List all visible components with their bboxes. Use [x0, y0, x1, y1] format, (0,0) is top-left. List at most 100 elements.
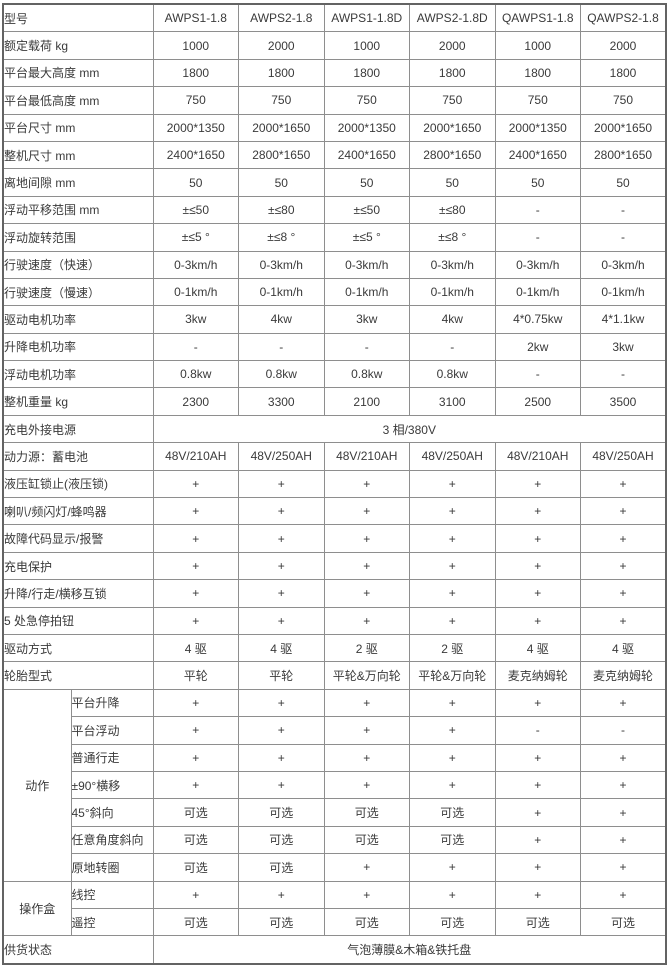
table-row: 升降/行走/横移互锁 + + + + + + [2, 579, 667, 608]
spec-value: 0-1km/h [323, 277, 411, 307]
table-row: 整机重量 kg 2300 3300 2100 3100 2500 3500 [2, 387, 667, 416]
spec-value: 2000 [580, 31, 667, 60]
spec-value: - [494, 195, 582, 225]
model-header: QAWPS1-1.8 [494, 3, 582, 33]
spec-label: 整机重量 kg [2, 387, 154, 416]
table-row: 动作 平台升降 + + + + + + [2, 688, 667, 882]
spec-value: ±≤8 ° [409, 223, 496, 252]
spec-value: 2000*1350 [494, 113, 582, 142]
spec-label: 额定载荷 kg [2, 31, 154, 60]
group-row-value: 可选 [152, 853, 240, 882]
spec-value: 0-1km/h [238, 277, 325, 307]
group-row-value: + [494, 825, 582, 855]
spec-value: 48V/250AH [238, 442, 325, 471]
spec-label: 离地间隙 mm [2, 168, 154, 197]
spec-value: 3kw [580, 332, 667, 362]
spec-label: 平台尺寸 mm [2, 113, 154, 142]
table-row: 遥控 可选 可选 可选 可选 可选 可选 [3, 907, 667, 937]
group-row-value: + [152, 716, 240, 745]
spec-value: ±≤50 [323, 195, 411, 225]
spec-value: - [152, 332, 240, 362]
table-row: 轮胎型式 平轮 平轮 平轮&万向轮 平轮&万向轮 麦克纳姆轮 麦克纳姆轮 [2, 661, 667, 690]
spec-value: 2 驱 [323, 633, 411, 663]
table-row: 平台最低高度 mm 750 750 750 750 750 750 [2, 86, 667, 115]
spec-value: 2000*1650 [409, 113, 496, 142]
group-row-value: + [409, 743, 496, 772]
spec-value: 4 驱 [580, 633, 667, 663]
spec-value: ±≤8 ° [238, 223, 325, 252]
spec-value: 平轮&万向轮 [323, 661, 411, 690]
model-header: QAWPS2-1.8 [580, 3, 667, 33]
spec-value: 1800 [152, 58, 240, 88]
spec-value: 1800 [238, 58, 325, 88]
spec-value: 1800 [580, 58, 667, 88]
spec-value: + [494, 497, 582, 526]
spec-value: 4*0.75kw [494, 305, 582, 334]
merged-spec-value: 3 相/380V [152, 414, 667, 444]
spec-value: ±≤80 [409, 195, 496, 225]
group-row-label: 平台升降 [70, 688, 154, 718]
spec-value: + [238, 579, 325, 608]
spec-value: 750 [580, 86, 667, 115]
spec-label: 浮动平移范围 mm [2, 195, 154, 225]
spec-label: 充电外接电源 [2, 414, 154, 444]
table-row: 浮动平移范围 mm ±≤50 ±≤80 ±≤50 ±≤80- - [2, 195, 667, 225]
spec-label: 充电保护 [2, 551, 154, 581]
spec-value: + [323, 524, 411, 553]
spec-value: + [494, 606, 582, 635]
group-row-value: + [409, 853, 496, 882]
spec-value: + [152, 606, 240, 635]
spec-value: 750 [494, 86, 582, 115]
spec-label: 驱动电机功率 [2, 305, 154, 334]
spec-value: 750 [152, 86, 240, 115]
spec-label: 液压缸锁止(液压锁) [2, 469, 154, 499]
table-row: 离地间隙 mm 50 50 50 50 50 50 [2, 168, 667, 197]
table-row: 平台最大高度 mm 1800 1800 1800 1800 1800 1800 [2, 58, 667, 88]
spec-value: 2100 [323, 387, 411, 416]
spec-value: 4 驱 [238, 633, 325, 663]
group-row-label: 遥控 [70, 907, 154, 937]
spec-label: 喇叭/频闪灯/蜂鸣器 [2, 497, 154, 526]
table-row: 喇叭/频闪灯/蜂鸣器 + + + + + + [2, 497, 667, 526]
table-row: 供货状态 气泡薄膜&木箱&铁托盘 [2, 935, 667, 965]
spec-value: 0-1km/h [494, 277, 582, 307]
spec-value: + [409, 551, 496, 581]
group-row-value: 可选 [409, 825, 496, 855]
spec-value: - [580, 360, 667, 389]
spec-value: + [323, 551, 411, 581]
spec-value: 0-1km/h [152, 277, 240, 307]
group-row-value: + [238, 688, 325, 718]
table-row: 原地转圈 可选 可选 + + + + [3, 853, 667, 882]
spec-value: ±≤5 ° [323, 223, 411, 252]
spec-value: + [323, 497, 411, 526]
group-row-value: 可选 [580, 907, 667, 937]
table-row: 动力源：蓄电池 48V/210AH 48V/250AH 48V/210AH 48V/25… [2, 442, 667, 471]
spec-value: 50 [494, 168, 582, 197]
spec-value: 麦克纳姆轮 [494, 661, 582, 690]
spec-value: 0.8kw [152, 360, 240, 389]
spec-label: 浮动旋转范围 [2, 223, 154, 252]
spec-value: 1000 [152, 31, 240, 60]
spec-value: + [323, 606, 411, 635]
spec-value: 2 驱 [409, 633, 496, 663]
group-row-label: 普通行走 [70, 743, 154, 772]
group-row-value: + [494, 743, 582, 772]
spec-value: 3100 [409, 387, 496, 416]
group-row-value: + [152, 880, 240, 909]
group-row-value: + [323, 880, 411, 909]
group-row-value: + [580, 825, 667, 855]
spec-value: 2500 [494, 387, 582, 416]
spec-label: 平台最低高度 mm [2, 86, 154, 115]
spec-value: 2400*1650 [152, 140, 240, 170]
group-row-value: + [580, 798, 667, 827]
group-row-value: 可选 [238, 798, 325, 827]
group-row-label: 线控 [70, 880, 154, 909]
group-row-value: + [323, 716, 411, 745]
spec-value: 0-1km/h [409, 277, 496, 307]
spec-value: 2800*1650 [580, 140, 667, 170]
spec-value: 2000 [409, 31, 496, 60]
spec-value: 4kw [409, 305, 496, 334]
group-label: 操作盒 [2, 880, 72, 937]
spec-value: 750 [238, 86, 325, 115]
table-row: 浮动旋转范围 ±≤5 ° ±≤8 ° ±≤5 ° ±≤8 ° - - [2, 223, 667, 252]
